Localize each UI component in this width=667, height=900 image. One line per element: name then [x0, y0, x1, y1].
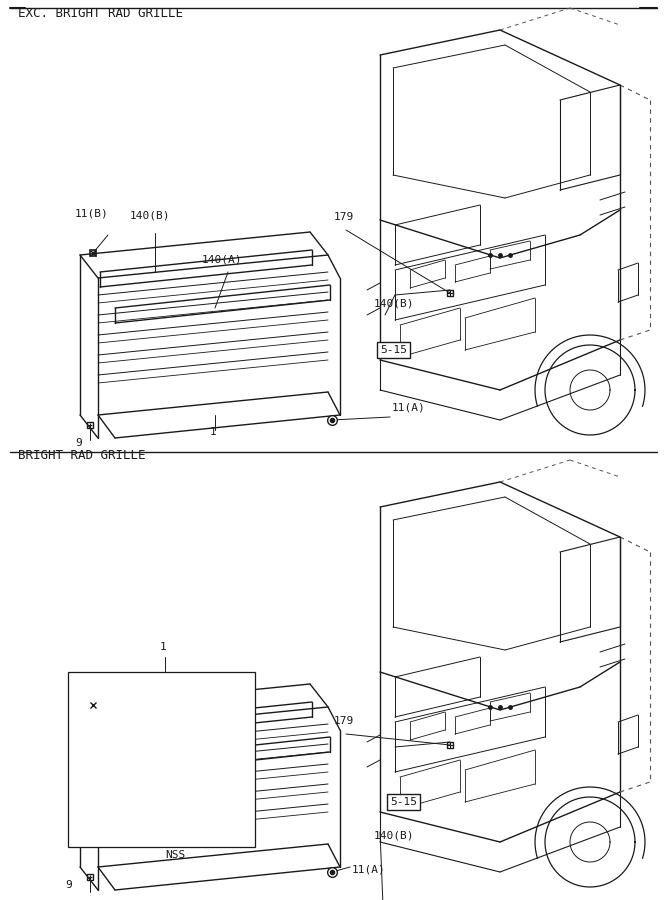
Text: 9: 9: [65, 880, 72, 890]
Text: 140(B): 140(B): [374, 830, 414, 840]
Text: 11(A): 11(A): [392, 403, 426, 413]
Text: 11(B): 11(B): [75, 208, 109, 218]
Text: 140(A): 140(A): [100, 730, 141, 740]
Text: 11(B): 11(B): [75, 680, 109, 690]
Text: 9: 9: [75, 438, 82, 448]
Text: 11(A): 11(A): [352, 864, 386, 874]
Text: 179: 179: [334, 212, 354, 222]
Text: 5-15: 5-15: [380, 345, 407, 355]
Text: NSS: NSS: [165, 850, 185, 860]
Bar: [68, 672, 255, 847]
Text: EXC. BRIGHT RAD GRILLE: EXC. BRIGHT RAD GRILLE: [18, 7, 183, 20]
Text: BRIGHT RAD GRILLE: BRIGHT RAD GRILLE: [18, 449, 145, 462]
Text: 140(B): 140(B): [374, 298, 414, 308]
Text: 140(B): 140(B): [100, 707, 141, 717]
Text: 1: 1: [210, 427, 217, 437]
Text: 179: 179: [334, 716, 354, 726]
Text: 5-15: 5-15: [390, 797, 417, 807]
Text: 140(B): 140(B): [130, 210, 171, 220]
Text: 1: 1: [160, 642, 167, 652]
Text: 140(A): 140(A): [202, 254, 243, 264]
